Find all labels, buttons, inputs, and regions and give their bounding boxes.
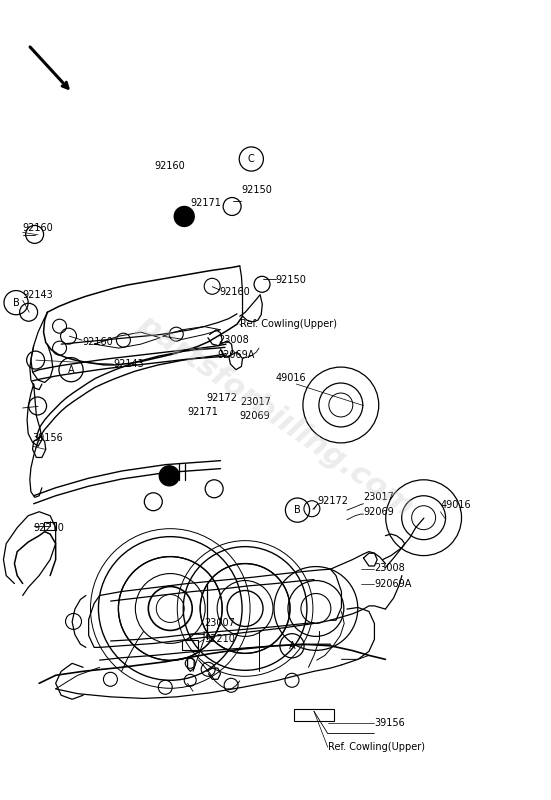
Text: 92143: 92143: [23, 290, 53, 300]
Text: A: A: [289, 641, 295, 650]
Text: 39156: 39156: [33, 434, 63, 443]
Text: 92150: 92150: [276, 275, 306, 286]
Text: 92171: 92171: [187, 407, 218, 417]
Circle shape: [159, 466, 179, 486]
Bar: [182, 640, 198, 650]
Text: 49016: 49016: [440, 500, 471, 510]
Text: B: B: [13, 298, 19, 308]
Text: 23017: 23017: [364, 492, 395, 502]
Text: 92160: 92160: [219, 287, 250, 298]
Text: 23008: 23008: [218, 335, 249, 345]
Circle shape: [174, 206, 194, 226]
Text: 49016: 49016: [276, 373, 306, 382]
Text: 92143: 92143: [114, 359, 144, 369]
Text: B: B: [294, 505, 301, 515]
Text: 92069: 92069: [364, 506, 394, 517]
Text: Ref. Cowling(Upper): Ref. Cowling(Upper): [328, 742, 425, 752]
Text: partsforbiıling.com: partsforbiıling.com: [132, 310, 419, 522]
Text: 92160: 92160: [23, 223, 53, 234]
Text: 92150: 92150: [241, 185, 272, 195]
Text: 92069A: 92069A: [375, 578, 412, 589]
Text: 92069: 92069: [240, 411, 271, 421]
Text: 23008: 23008: [375, 562, 405, 573]
Bar: [44, 522, 56, 530]
Text: 92210: 92210: [34, 522, 64, 533]
Text: Ref. Cowling(Upper): Ref. Cowling(Upper): [240, 319, 337, 329]
Text: 92210: 92210: [204, 634, 235, 644]
Text: 92172: 92172: [318, 496, 349, 506]
Text: 39156: 39156: [375, 718, 405, 728]
Text: A: A: [68, 365, 74, 374]
Text: 92069A: 92069A: [218, 350, 255, 359]
Bar: [294, 710, 334, 721]
Text: 23007: 23007: [204, 618, 235, 629]
Text: 92160: 92160: [155, 161, 185, 171]
Text: 92171: 92171: [190, 198, 221, 208]
Text: 92160: 92160: [82, 337, 113, 346]
Text: 23017: 23017: [240, 397, 271, 406]
Text: C: C: [248, 154, 255, 164]
Text: 92172: 92172: [207, 393, 238, 402]
